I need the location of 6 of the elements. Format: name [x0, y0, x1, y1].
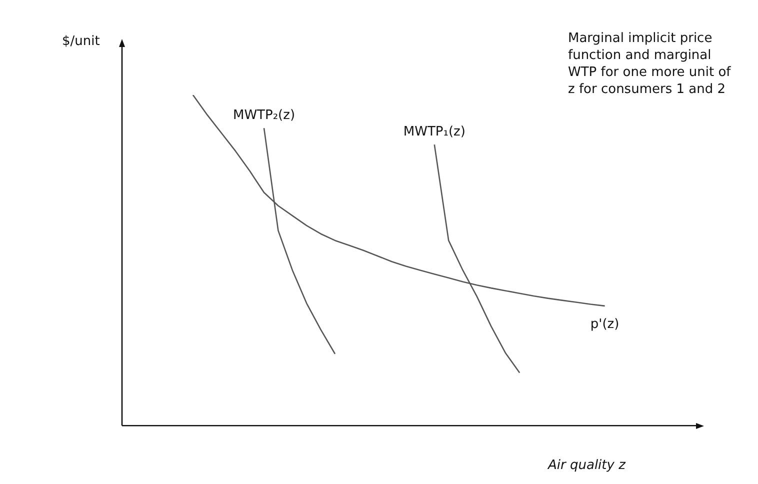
series-label: p'(z): [590, 316, 620, 332]
series-label: MWTP₁(z): [403, 124, 466, 140]
x-axis-title: Air quality z: [548, 458, 626, 473]
annotation: Marginal implicit price function and marginal WTP for one more unit of z for consumers 1 and 2: [568, 30, 732, 98]
y-axis-title: $/unit: [62, 34, 100, 49]
series-label: MWTP₂(z): [232, 108, 296, 123]
